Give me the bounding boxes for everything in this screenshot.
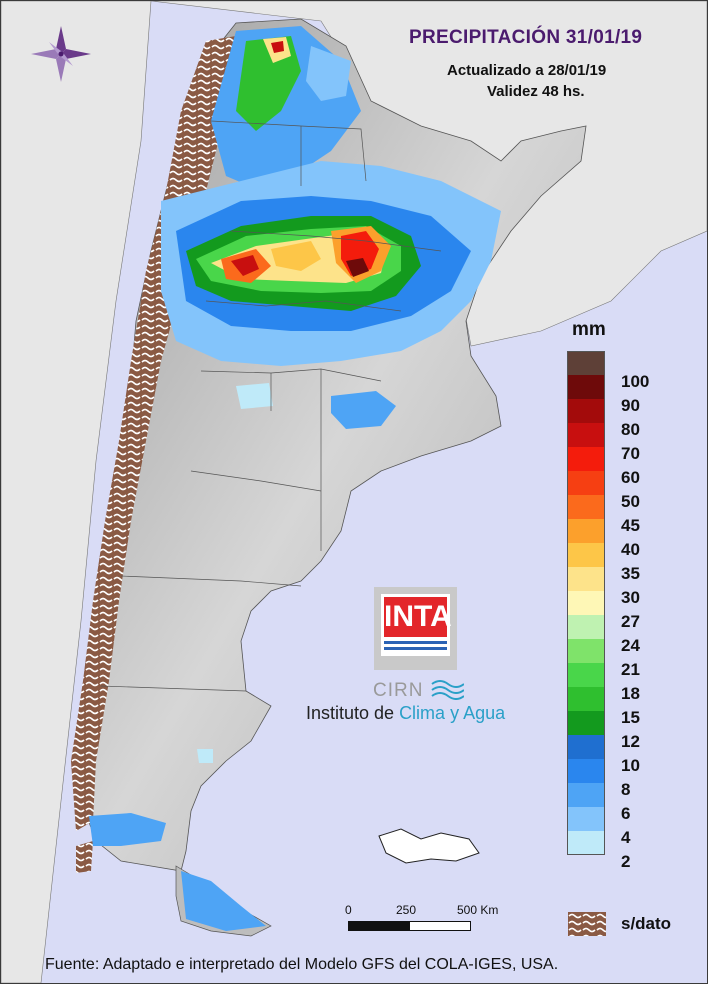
legend-swatch-21: [567, 639, 605, 663]
neighbor-land-west: [1, 1, 152, 983]
legend-swatch-4: [567, 807, 605, 831]
inta-logo: INTA: [374, 587, 457, 670]
cirn-label: CIRN: [373, 678, 465, 702]
legend-label-35: 35: [621, 564, 640, 583]
compass-rose-icon: [31, 26, 91, 82]
legend-swatch-35: [567, 543, 605, 567]
province-boundaries: [100, 120, 442, 692]
precip-field-pampa: [236, 383, 396, 429]
legend-swatch-40: [567, 519, 605, 543]
color-legend: 100 90 80 70 60 50 45 40 35 30 27 24 21 18 15 12 10 8 6 4 2: [567, 351, 649, 871]
inta-logo-text: INTA: [384, 597, 452, 637]
legend-label-10: 10: [621, 756, 640, 775]
legend-label-21: 21: [621, 660, 640, 679]
legend-label-12: 12: [621, 732, 640, 751]
legend-swatch-6: [567, 783, 605, 807]
legend-swatch-80: [567, 399, 605, 423]
legend-label-60: 60: [621, 468, 640, 487]
legend-swatch-27: [567, 591, 605, 615]
scale-label-0: 0: [345, 903, 352, 917]
scale-label-250: 250: [396, 903, 417, 917]
legend-label-70: 70: [621, 444, 640, 463]
scale-label-500: 500 Km: [457, 903, 499, 917]
precip-field-center: [161, 161, 501, 366]
legend-label-90: 90: [621, 396, 640, 415]
nodata-swatch: [568, 912, 606, 936]
legend-label-6: 6: [621, 804, 631, 823]
legend-unit: mm: [572, 319, 606, 340]
scale-segment-black: [348, 921, 410, 931]
legend-label-80: 80: [621, 420, 640, 439]
legend-swatch-12: [567, 711, 605, 735]
source-footer: Fuente: Adaptado e interpretado del Mode…: [45, 956, 559, 973]
scale-segment-white: [409, 921, 471, 931]
legend-label-27: 27: [621, 612, 640, 631]
precip-field-south: [89, 749, 266, 931]
legend-swatch-30: [567, 567, 605, 591]
cirn-waves-icon: [431, 680, 465, 700]
legend-swatch-18: [567, 663, 605, 687]
legend-label-50: 50: [621, 492, 640, 511]
updated-date: Actualizado a 28/01/19: [447, 62, 607, 79]
nodata-label: s/dato: [621, 914, 672, 933]
legend-swatch-100: [567, 351, 605, 375]
nodata-strip-south: [76, 841, 93, 873]
legend-swatch-15: [567, 687, 605, 711]
legend-swatch-70: [567, 423, 605, 447]
legend-label-15: 15: [621, 708, 640, 727]
legend-label-18: 18: [621, 684, 640, 703]
legend-swatch-60: [567, 447, 605, 471]
institute-name: Instituto de Clima y Agua: [306, 703, 506, 723]
legend-label-24: 24: [621, 636, 640, 655]
legend-label-30: 30: [621, 588, 640, 607]
legend-label-40: 40: [621, 540, 640, 559]
map-title: PRECIPITACIÓN 31/01/19: [409, 27, 643, 48]
legend-label-8: 8: [621, 780, 631, 799]
legend-swatch-10: [567, 735, 605, 759]
legend-swatch-8: [567, 759, 605, 783]
precip-field-north: [211, 26, 361, 191]
legend-swatch-24: [567, 615, 605, 639]
legend-swatch-2: [567, 831, 605, 855]
legend-label-2: 2: [621, 852, 631, 871]
legend-label-4: 4: [621, 828, 631, 847]
islas-malvinas: [378, 828, 480, 864]
validity-period: Validez 48 hs.: [487, 83, 585, 100]
legend-swatch-50: [567, 471, 605, 495]
legend-swatch-45: [567, 495, 605, 519]
legend-label-45: 45: [621, 516, 640, 535]
legend-label-100: 100: [621, 372, 650, 391]
legend-swatch-90: [567, 375, 605, 399]
